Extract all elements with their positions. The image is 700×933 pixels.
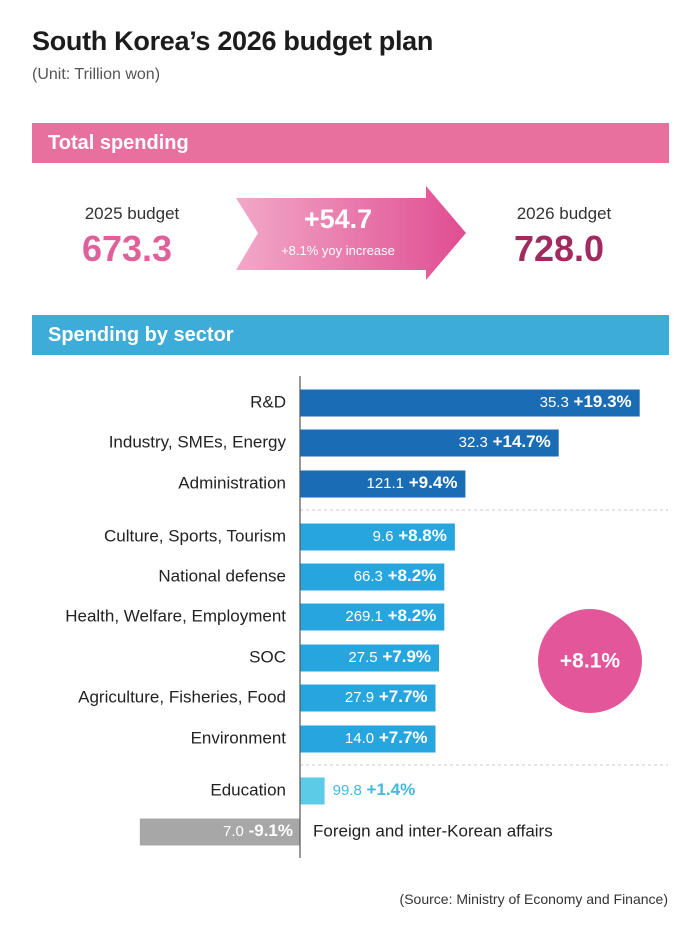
budget-value: 269.1 bbox=[345, 608, 383, 625]
bar-value-label: 99.8 +1.4% bbox=[333, 780, 416, 799]
category-label: Administration bbox=[178, 473, 286, 492]
category-label: Agriculture, Fisheries, Food bbox=[78, 687, 286, 706]
change-value: +14.7% bbox=[488, 432, 551, 451]
bar-value-label: 32.3 +14.7% bbox=[459, 432, 551, 451]
spending-by-sector-header-label: Spending by sector bbox=[48, 324, 234, 346]
budget-value: 99.8 bbox=[333, 782, 362, 799]
change-value: +8.8% bbox=[393, 526, 446, 545]
sector-bar bbox=[300, 389, 640, 417]
category-label: Foreign and inter-Korean affairs bbox=[313, 821, 553, 840]
source-note: (Source: Ministry of Economy and Finance… bbox=[399, 891, 668, 907]
sector-bar bbox=[300, 644, 440, 672]
total-spending-header: Total spending bbox=[32, 123, 669, 163]
change-value: +9.4% bbox=[404, 473, 457, 492]
change-value: +7.9% bbox=[378, 647, 431, 666]
category-label: Industry, SMEs, Energy bbox=[109, 432, 287, 451]
budget-2026-value: 728.0 bbox=[513, 228, 605, 269]
budget-value: 32.3 bbox=[459, 434, 488, 451]
budget-value: 66.3 bbox=[354, 568, 383, 585]
change-value: +1.4% bbox=[362, 780, 415, 799]
sector-bar bbox=[300, 429, 559, 457]
category-label: Health, Welfare, Employment bbox=[65, 606, 286, 625]
change-value: +19.3% bbox=[569, 392, 632, 411]
sector-bar bbox=[300, 777, 325, 805]
increase-value: +54.7 bbox=[303, 204, 373, 234]
bar-value-label: 121.1 +9.4% bbox=[366, 473, 457, 492]
change-value: +7.7% bbox=[374, 728, 427, 747]
category-label: SOC bbox=[249, 647, 286, 666]
page-title: South Korea’s 2026 budget plan bbox=[32, 26, 434, 56]
budget-value: 7.0 bbox=[223, 823, 244, 840]
budget-value: 121.1 bbox=[366, 475, 404, 492]
average-badge bbox=[538, 609, 642, 713]
average-badge-label: +8.1% bbox=[560, 650, 620, 673]
sector-bar bbox=[300, 523, 455, 551]
spending-by-sector-header: Spending by sector bbox=[32, 315, 669, 355]
budget-value: 27.5 bbox=[348, 649, 377, 666]
bar-value-label: 9.6 +8.8% bbox=[373, 526, 447, 545]
category-label: R&D bbox=[250, 392, 286, 411]
budget-2026-label: 2026 budget bbox=[516, 204, 612, 223]
category-label: National defense bbox=[158, 566, 286, 585]
sector-bar bbox=[139, 818, 300, 846]
budget-value: 35.3 bbox=[540, 394, 569, 411]
category-label: Culture, Sports, Tourism bbox=[104, 526, 286, 545]
bar-value-label: 66.3 +8.2% bbox=[354, 566, 437, 585]
change-value: +8.2% bbox=[383, 606, 436, 625]
bar-value-label: 269.1 +8.2% bbox=[345, 606, 436, 625]
category-label: Education bbox=[210, 780, 286, 799]
unit-note: (Unit: Trillion won) bbox=[32, 66, 161, 83]
bar-value-label: 35.3 +19.3% bbox=[540, 392, 632, 411]
bar-value-label: 14.0 +7.7% bbox=[345, 728, 428, 747]
budget-value: 14.0 bbox=[345, 730, 374, 747]
budget-2025-value: 673.3 bbox=[81, 228, 173, 269]
sector-bar bbox=[300, 563, 445, 591]
change-value: +8.2% bbox=[383, 566, 436, 585]
bar-value-label: 7.0 -9.1% bbox=[223, 821, 293, 840]
change-value: +7.7% bbox=[374, 687, 427, 706]
budget-value: 27.9 bbox=[345, 689, 374, 706]
sector-bar bbox=[300, 470, 466, 498]
sector-bar bbox=[300, 603, 445, 631]
budget-value: 9.6 bbox=[373, 528, 394, 545]
sector-bar bbox=[300, 684, 436, 712]
budget-2025-label: 2025 budget bbox=[84, 204, 180, 223]
sector-bar bbox=[300, 725, 436, 753]
total-spending-header-label: Total spending bbox=[48, 132, 189, 154]
increase-arrow bbox=[236, 186, 466, 280]
bar-value-label: 27.9 +7.7% bbox=[345, 687, 428, 706]
change-value: -9.1% bbox=[244, 821, 293, 840]
bar-value-label: 27.5 +7.9% bbox=[348, 647, 431, 666]
category-label: Environment bbox=[191, 728, 287, 747]
increase-note: +8.1% yoy increase bbox=[281, 243, 395, 258]
